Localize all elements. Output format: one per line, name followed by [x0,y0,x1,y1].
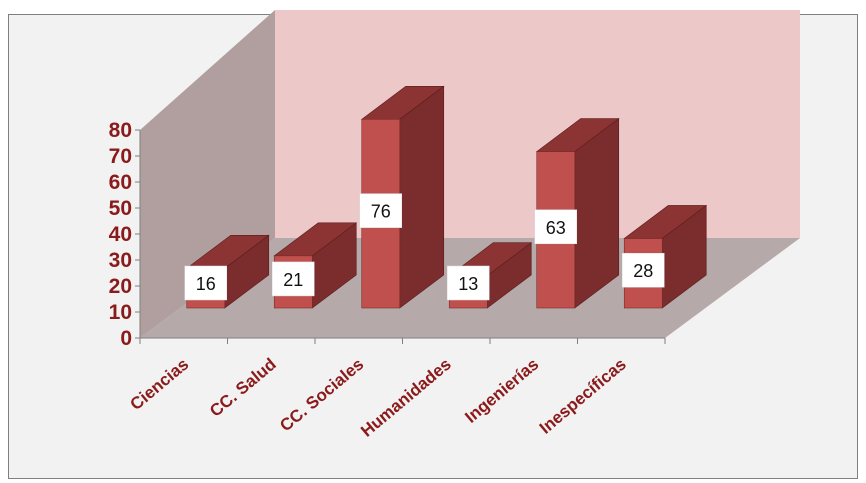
category-label: Ingenierías [461,355,542,427]
category-label: Ciencias [127,355,193,415]
data-label: 16 [196,274,216,294]
data-label-box [534,209,577,245]
category-label: Inespecíficas [536,355,630,438]
data-label-box [359,193,402,228]
y-tick-label: 10 [109,301,132,324]
bar-side [399,85,445,309]
bar-ingenier-as: 63 [534,117,620,309]
y-tick-label: 70 [109,145,132,168]
data-label: 21 [283,270,303,290]
bar-cc-sociales: 76 [359,85,445,309]
category-label: Humanidades [357,355,455,441]
bar-inespec-ficas: 28 [622,204,708,309]
data-label: 76 [371,202,391,222]
y-tick-label: 30 [109,249,132,272]
data-label-box [447,265,490,301]
data-label-box [272,261,315,297]
data-label: 13 [458,274,478,294]
data-label-box [184,265,227,301]
bar-humanidades: 13 [447,242,533,309]
category-label: CC. Sociales [276,355,367,436]
bar-cc-salud: 21 [272,222,358,309]
data-label-box [622,252,665,288]
y-tick-label: 60 [109,171,132,194]
y-tick-label: 0 [120,327,132,350]
y-tick-label: 40 [109,223,132,246]
y-tick-label: 80 [109,119,132,142]
bar-ciencias: 16 [184,234,270,309]
data-label: 28 [633,261,653,281]
category-label: CC. Salud [206,355,280,421]
y-tick-label: 50 [109,197,132,220]
data-label: 63 [546,218,566,238]
y-tick-label: 20 [109,275,132,298]
